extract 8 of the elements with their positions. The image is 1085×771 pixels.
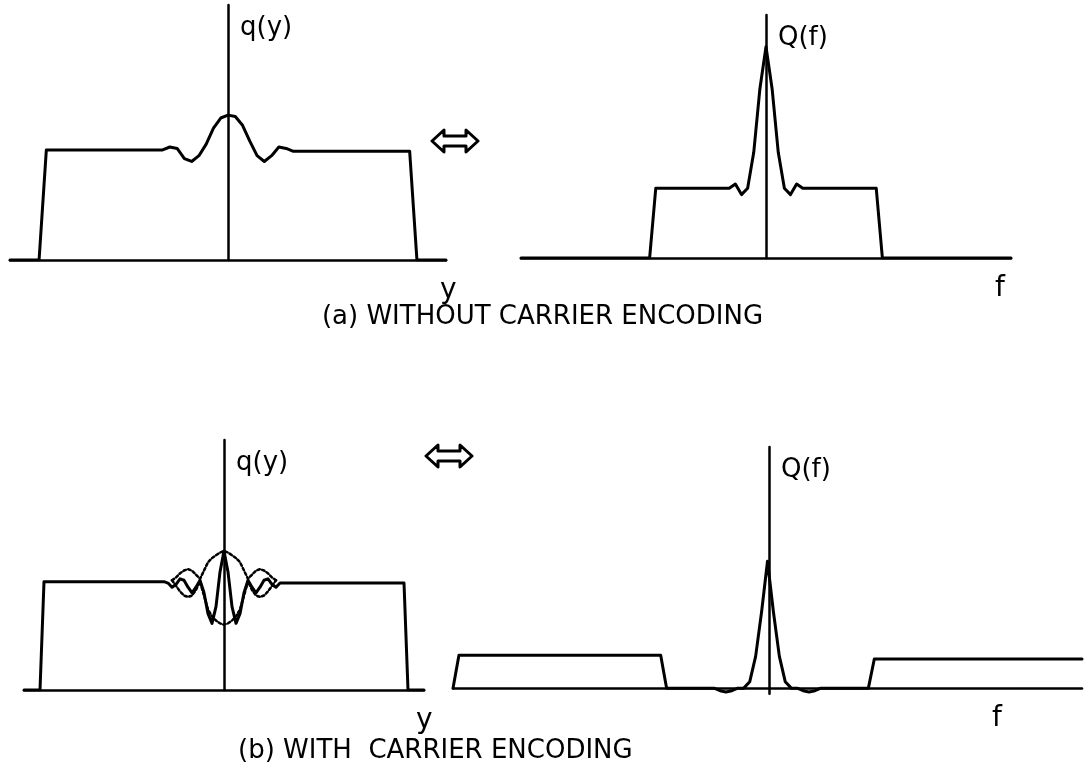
- x-axis-title: f: [995, 269, 1006, 303]
- x-axis-title: f: [992, 699, 1003, 733]
- text: (b) WITH CARRIER ENCODING: [238, 734, 633, 764]
- y-axis-title: q(y): [240, 11, 293, 41]
- y-axis-title: Q(f): [778, 21, 828, 51]
- x-axis-title: y: [416, 701, 433, 735]
- y-axis-title: Q(f): [781, 453, 831, 483]
- y-axis-title: q(y): [236, 446, 289, 476]
